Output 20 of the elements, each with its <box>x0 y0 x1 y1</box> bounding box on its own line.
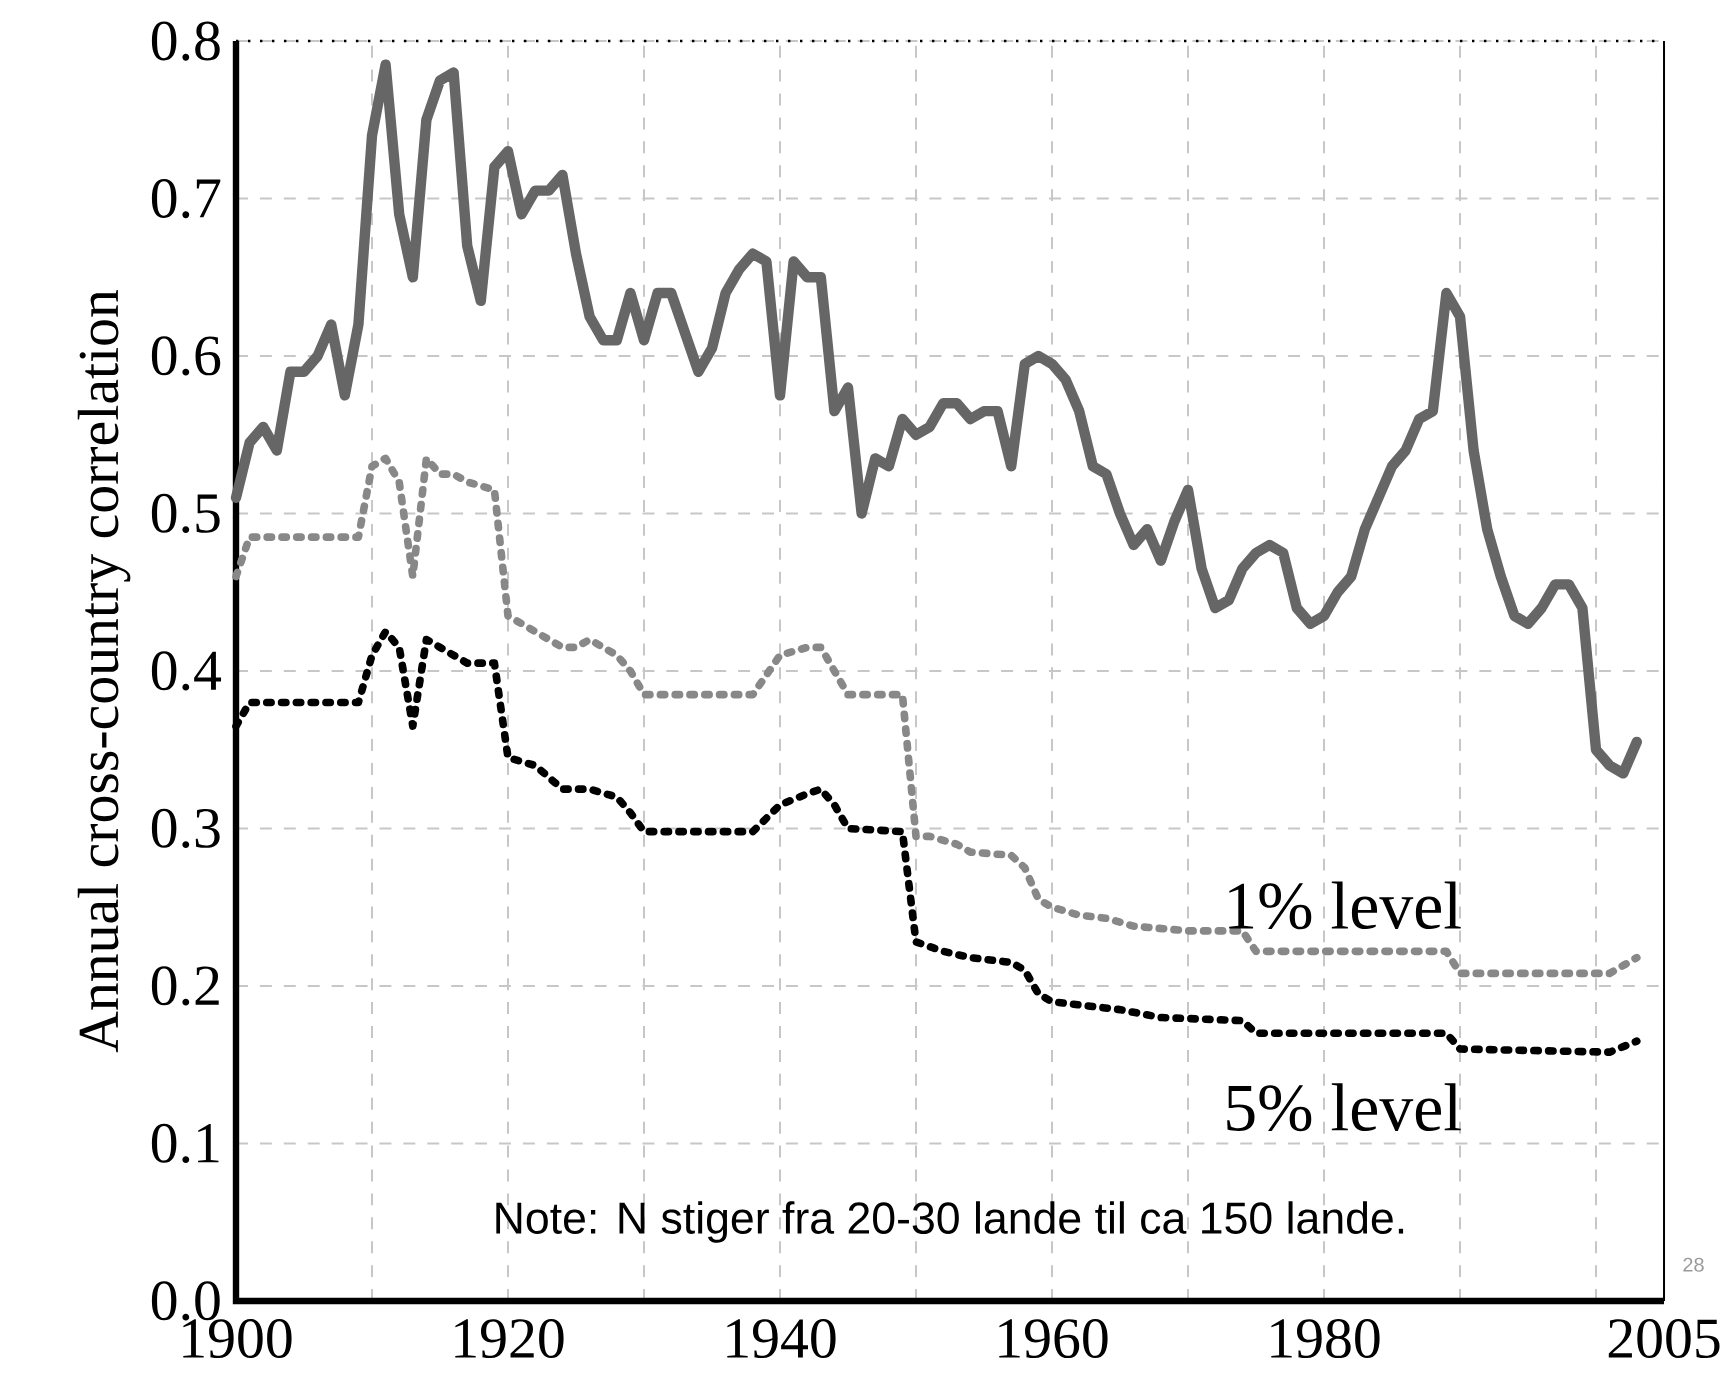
text: 28 <box>1683 1257 1704 1272</box>
y-tick-label: 0.7 <box>151 178 221 219</box>
x-tick-label: 1980 <box>1271 1319 1380 1359</box>
x-tick-label: 1920 <box>455 1319 564 1359</box>
annotation: Note: N stiger fra 20-30 lande til ca 150 lande. <box>496 1201 1404 1243</box>
y-tick-label: 0.8 <box>151 21 220 61</box>
series-label: 5% level <box>1227 1083 1461 1132</box>
y-axis-title: Annual cross-country correlation <box>77 290 131 1053</box>
y-tick-label: 0.1 <box>151 1123 219 1164</box>
y-tick-label: 0.2 <box>151 966 219 1006</box>
series-label: 1% level <box>1229 881 1461 930</box>
y-tick-label: 0.0 <box>151 1281 220 1321</box>
y-tick-label: 0.6 <box>151 336 221 376</box>
y-tick-label: 0.5 <box>151 493 220 534</box>
y-tick-label: 0.4 <box>151 651 222 691</box>
y-tick-label: 0.3 <box>151 808 220 849</box>
x-tick-label: 2005 <box>1608 1319 1720 1359</box>
x-tick-label: 1900 <box>183 1319 292 1359</box>
x-tick-label: 1960 <box>999 1319 1108 1359</box>
x-tick-label: 1940 <box>727 1319 836 1359</box>
